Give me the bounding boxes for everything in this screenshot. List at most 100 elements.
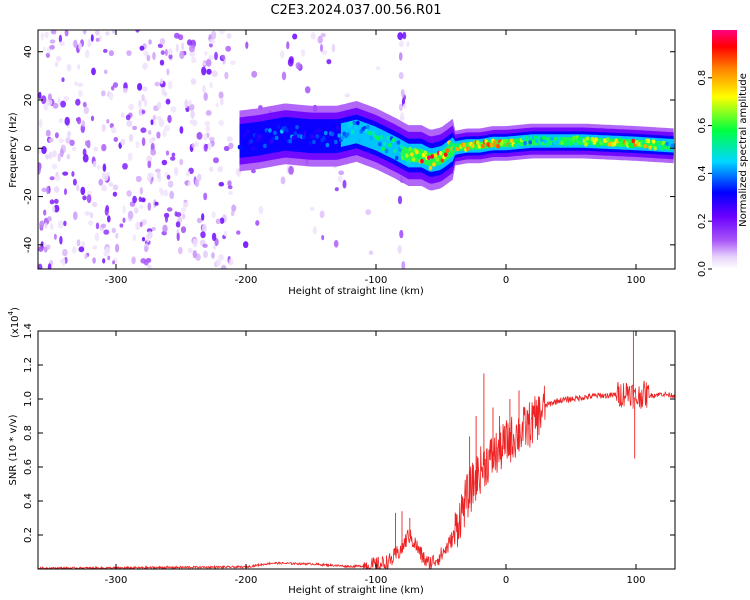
noise-cell (200, 231, 206, 239)
noise-cell (175, 221, 181, 228)
ridge-cell (315, 134, 320, 139)
noise-cell (209, 81, 213, 89)
ridge-cell (672, 143, 675, 148)
ridge-cell (399, 144, 404, 150)
noise-cell (60, 148, 64, 158)
noise-cell (50, 223, 54, 230)
noise-cell (170, 156, 176, 161)
noise-cell (320, 32, 326, 38)
noise-cell (166, 207, 173, 212)
y-tick-label: -20 (23, 188, 34, 204)
noise-cell (219, 30, 225, 35)
ridge-cell (443, 152, 448, 157)
ridge-cell (376, 136, 380, 141)
ridge-cell (423, 150, 428, 155)
noise-cell (135, 30, 140, 33)
ridge-cell (594, 137, 598, 142)
noise-cell (106, 119, 110, 124)
noise-cell (176, 232, 180, 242)
noise-cell (400, 112, 405, 119)
noise-cell (399, 229, 404, 239)
ridge-cell (526, 136, 531, 141)
noise-cell (182, 213, 186, 220)
ridge-cell (433, 153, 438, 158)
ridge-cell (489, 143, 494, 148)
noise-cell (375, 66, 381, 71)
ridge-cell (541, 135, 546, 141)
noise-cell (167, 180, 174, 188)
colorbar-tick-label: 0.0 (697, 261, 708, 277)
noise-cell (44, 31, 49, 38)
noise-cell (310, 32, 316, 40)
x-tick-label: 100 (626, 275, 645, 286)
noise-cell (72, 178, 77, 186)
snr-y-label: SNR (10 * v/v) (8, 414, 19, 485)
ridge-cell (249, 139, 254, 144)
ridge-cell (492, 140, 497, 145)
noise-cell (201, 223, 207, 233)
noise-cell (90, 34, 94, 42)
noise-cell (82, 148, 87, 156)
ridge-cell (428, 165, 433, 171)
noise-cell (205, 125, 211, 133)
colorbar-gradient (712, 30, 737, 269)
ridge-cell (411, 157, 416, 162)
noise-cell (230, 210, 235, 217)
noise-cell (190, 110, 195, 119)
noise-cell (174, 32, 180, 39)
noise-cell (71, 171, 75, 177)
noise-cell (317, 35, 323, 44)
noise-cell (141, 94, 145, 102)
ridge-cell (574, 142, 578, 147)
ridge-cell (410, 152, 414, 157)
noise-cell (156, 131, 161, 139)
noise-cell (215, 259, 221, 267)
noise-cell (188, 99, 192, 106)
noise-cell (204, 51, 208, 56)
noise-cell (304, 86, 311, 94)
noise-cell (78, 42, 82, 50)
ridge-cell (383, 141, 387, 147)
ridge-cell (318, 134, 323, 140)
noise-cell (85, 140, 89, 147)
noise-cell (38, 91, 42, 100)
x-tick-label: 100 (626, 575, 645, 586)
noise-cell (211, 232, 217, 242)
noise-cell (73, 39, 78, 48)
noise-cell (164, 48, 168, 57)
ridge-cell (352, 120, 357, 126)
noise-cell (41, 187, 47, 192)
ridge-cell (271, 136, 276, 141)
noise-cell (397, 195, 403, 205)
noise-cell (140, 197, 146, 203)
ridge-cell (330, 131, 335, 137)
noise-cell (187, 39, 192, 46)
noise-cell (128, 103, 134, 111)
ridge-cell (455, 146, 460, 152)
x-tick-label: -300 (105, 275, 128, 286)
noise-cell (218, 91, 224, 99)
ridge-cell (254, 133, 259, 139)
ridge-cell (612, 141, 617, 146)
noise-cell (125, 114, 131, 121)
ridge-cell (379, 135, 384, 140)
ridge-cell (660, 146, 664, 151)
noise-cell (84, 253, 88, 260)
noise-cell (82, 153, 89, 163)
noise-cell (228, 258, 234, 266)
noise-cell (43, 102, 49, 111)
noise-cell (47, 93, 53, 101)
noise-cell (208, 136, 215, 142)
ridge-cell (416, 154, 421, 159)
noise-cell (103, 48, 108, 53)
noise-cell (59, 259, 65, 264)
y-tick-label: 0.4 (23, 493, 34, 509)
ridge-cell (438, 151, 443, 156)
ridge-cell (381, 146, 386, 152)
noise-cell (135, 221, 141, 231)
ridge-cell (405, 153, 409, 158)
noise-cell (170, 106, 177, 113)
colorbar-tick-label: 0.6 (697, 118, 708, 134)
noise-cell (194, 141, 199, 148)
ridge-cell (393, 148, 397, 153)
